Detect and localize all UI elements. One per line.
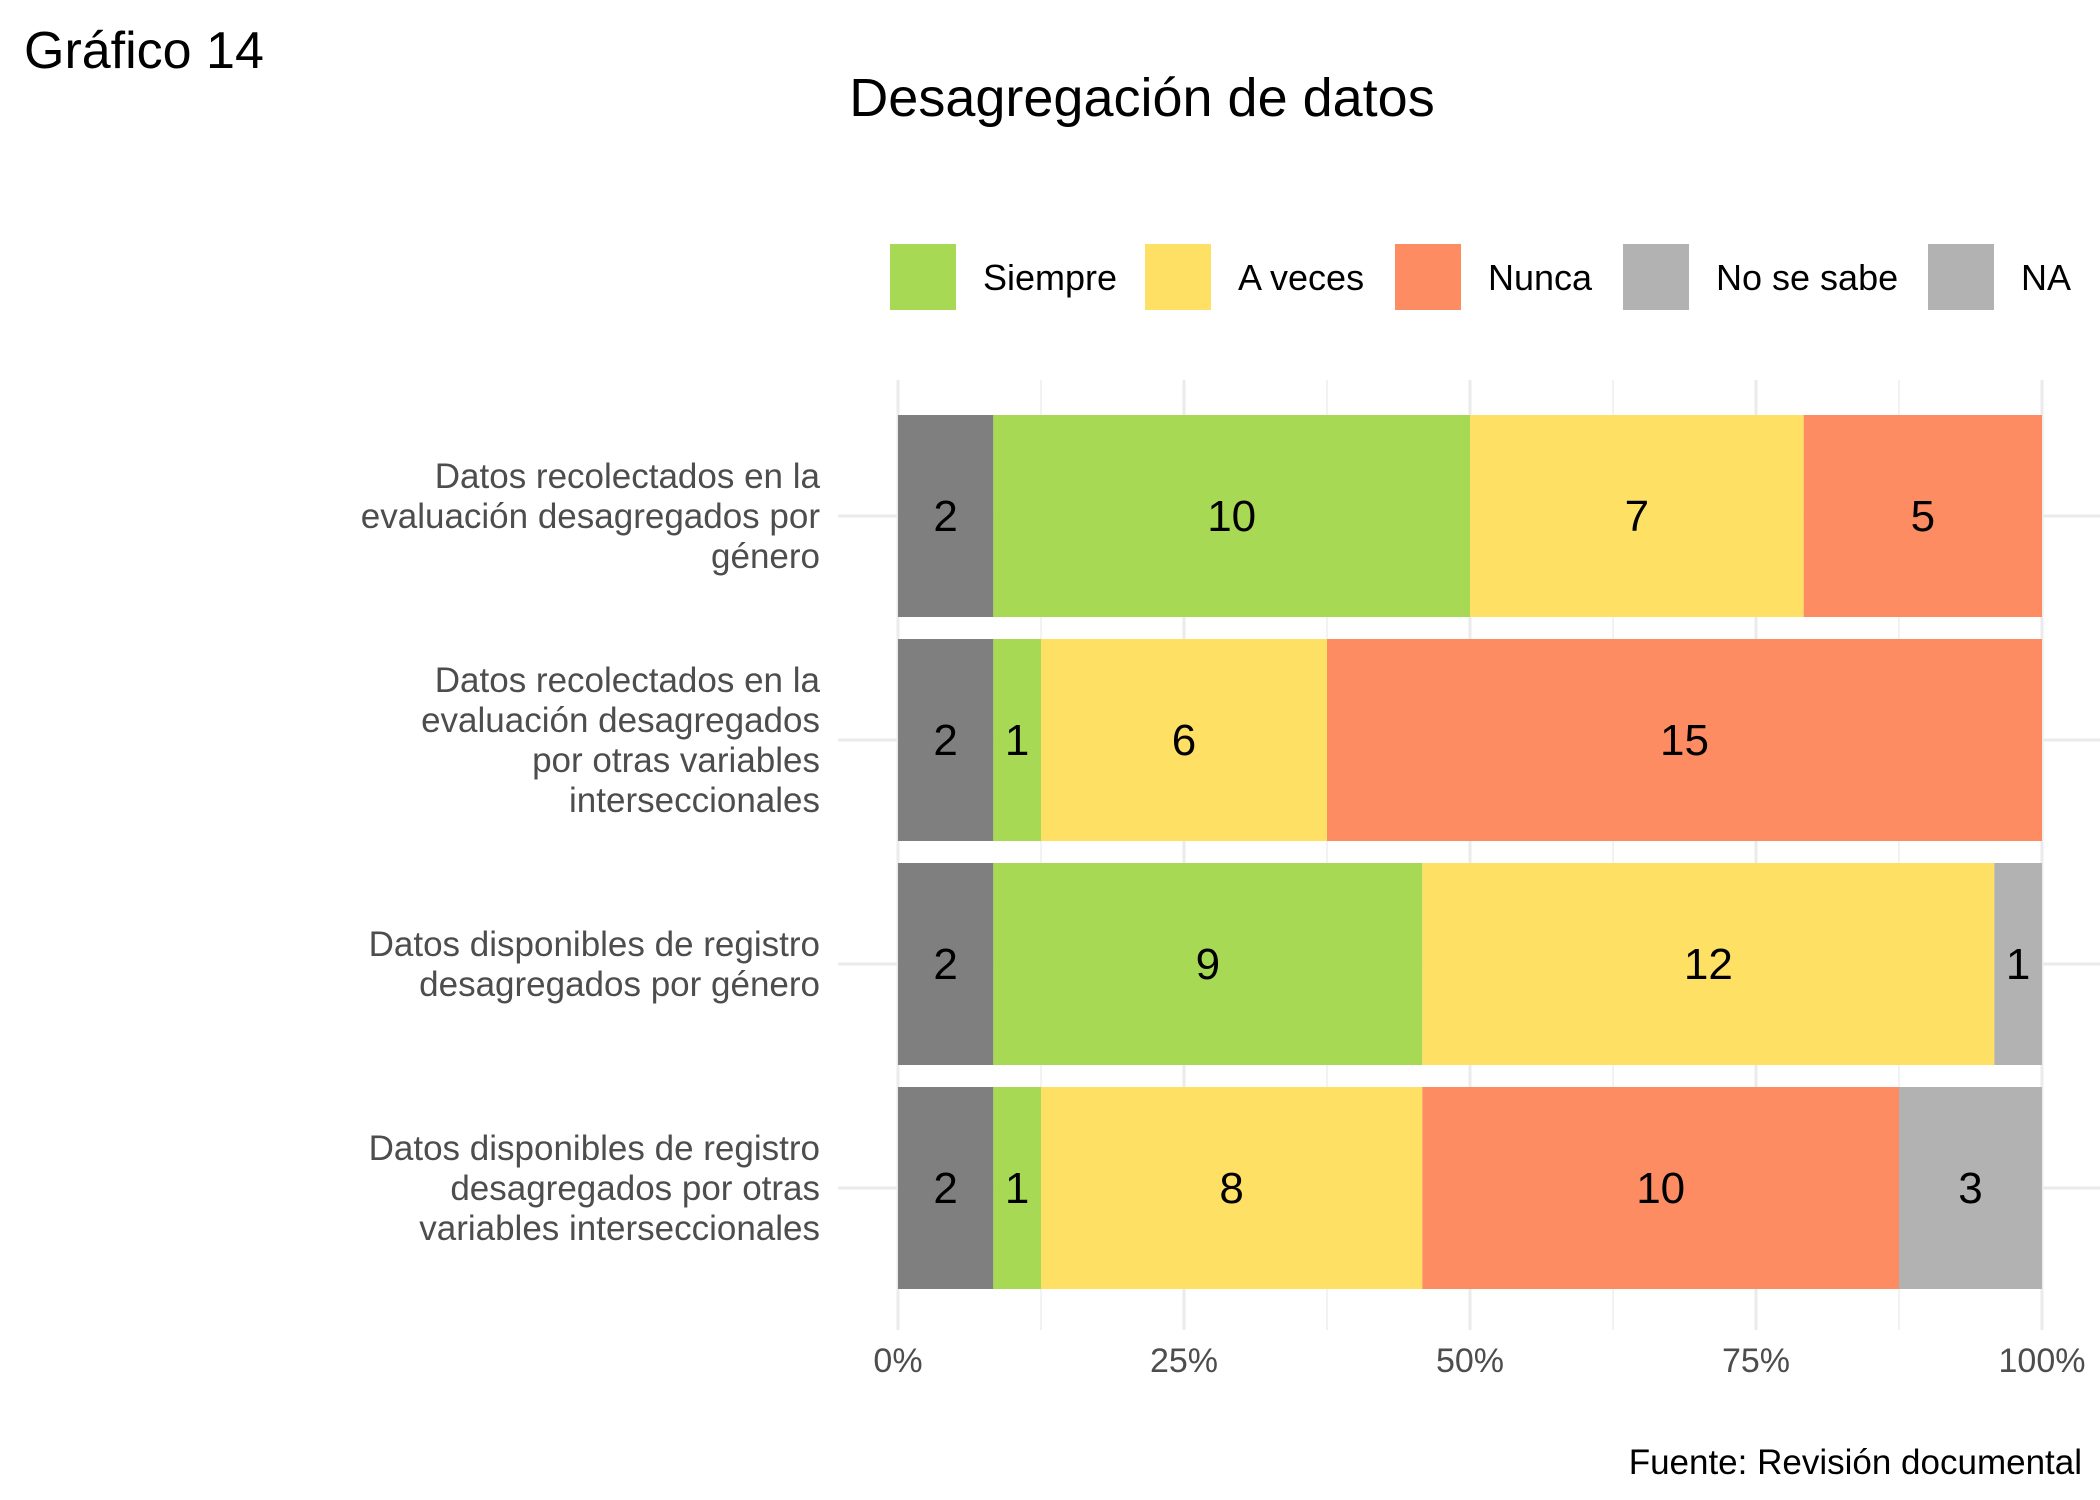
legend: Siempre A veces Nunca No se sabe NA (890, 244, 2071, 310)
category-label: Datos recolectados en la evaluación desag… (361, 457, 821, 576)
legend-label: Siempre (983, 257, 1117, 298)
category-label-line: desagregados por género (419, 965, 820, 1004)
chart-title: Desagregación de datos (849, 68, 1434, 128)
category-label-line: variables interseccionales (419, 1209, 820, 1248)
legend-swatch (1928, 244, 1994, 310)
value-label: 15 (1660, 716, 1709, 765)
legend-swatch (890, 244, 956, 310)
category-label-line: evaluación desagregados (421, 701, 820, 740)
value-label: 3 (1958, 1164, 1982, 1213)
value-label: 6 (1172, 716, 1196, 765)
value-label: 2 (933, 716, 957, 765)
legend-swatch (1395, 244, 1461, 310)
value-label: 12 (1684, 940, 1733, 989)
category-label-line: género (711, 537, 820, 576)
bar-segment-nunca (1327, 639, 2042, 841)
value-label: 10 (1636, 1164, 1685, 1213)
legend-label: A veces (1238, 257, 1364, 298)
category-label-line: evaluación desagregados por (361, 497, 821, 536)
value-label: 2 (933, 492, 957, 541)
category-label-line: Datos recolectados en la (435, 661, 821, 700)
category-label-line: por otras variables (532, 741, 820, 780)
bar-segment-no-se-sabe (1994, 863, 2042, 1065)
value-label: 7 (1625, 492, 1649, 541)
bar-segment-a-veces (1041, 1087, 1423, 1289)
value-label: 1 (1005, 1164, 1029, 1213)
category-label: Datos recolectados en la evaluación desag… (421, 661, 820, 820)
bar-segment-siempre (993, 863, 1423, 1065)
value-label: 5 (1911, 492, 1935, 541)
x-tick-label: 100% (1999, 1342, 2086, 1380)
bar-segment-no-se-sabe (1899, 1087, 2042, 1289)
value-label: 2 (933, 940, 957, 989)
category-label-line: desagregados por otras (450, 1169, 820, 1208)
category-label-line: Datos disponibles de registro (369, 1129, 820, 1168)
value-label: 8 (1219, 1164, 1243, 1213)
legend-swatch (1623, 244, 1689, 310)
bar-segment-a-veces (1470, 415, 1804, 617)
value-label: 1 (1005, 716, 1029, 765)
value-labels: 2 10 7 52 1 6 152 9 12 12 1 8 10 3 (933, 492, 2030, 1213)
bars (898, 415, 2042, 1289)
value-label: 9 (1196, 940, 1220, 989)
figure-label: Gráfico 14 (24, 22, 264, 80)
bar-segment-a-veces (1041, 639, 1327, 841)
bar-segment-siempre (993, 415, 1470, 617)
value-label: 2 (933, 1164, 957, 1213)
category-label: Datos disponibles de registro desagregado… (369, 925, 820, 1004)
x-tick-label: 0% (873, 1342, 922, 1380)
bar-segment-na (898, 1087, 994, 1289)
category-label-line: Datos disponibles de registro (369, 925, 820, 964)
x-tick-label: 50% (1436, 1342, 1504, 1380)
value-label: 1 (2006, 940, 2030, 989)
bar-segment-na (898, 863, 994, 1065)
x-tick-label: 25% (1150, 1342, 1218, 1380)
bar-segment-siempre (993, 639, 1041, 841)
x-axis-ticks: 0% 25% 50% 75% 100% (873, 1342, 2085, 1380)
chart-caption: Fuente: Revisión documental (1629, 1443, 2082, 1482)
bar-segment-siempre (993, 1087, 1041, 1289)
legend-label: No se sabe (1716, 257, 1898, 298)
category-labels: Datos recolectados en la evaluación desag… (361, 457, 821, 1248)
bar-segment-nunca (1803, 415, 2042, 617)
category-label: Datos disponibles de registro desagregado… (369, 1129, 820, 1248)
legend-label: Nunca (1488, 257, 1593, 298)
category-label-line: interseccionales (569, 781, 820, 820)
value-label: 10 (1207, 492, 1256, 541)
bar-segment-a-veces (1422, 863, 1995, 1065)
bar-segment-nunca (1422, 1087, 1899, 1289)
category-label-line: Datos recolectados en la (435, 457, 821, 496)
bar-segment-na (898, 415, 994, 617)
bar-segment-na (898, 639, 994, 841)
x-tick-label: 75% (1722, 1342, 1790, 1380)
legend-swatch (1145, 244, 1211, 310)
legend-label: NA (2021, 257, 2071, 298)
